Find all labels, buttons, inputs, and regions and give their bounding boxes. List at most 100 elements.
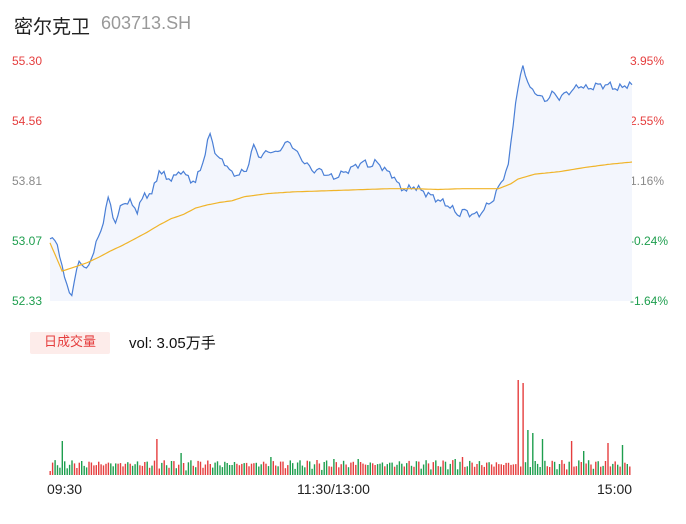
volume-bar: [323, 462, 325, 475]
volume-bar: [212, 467, 214, 475]
volume-bar: [182, 463, 185, 475]
volume-bar: [313, 464, 316, 475]
volume-bar: [231, 465, 233, 475]
volume-bar: [156, 439, 158, 475]
volume-bar: [209, 464, 211, 475]
volume-bar: [488, 462, 490, 475]
volume-bar: [442, 460, 444, 475]
volume-bar: [469, 460, 471, 475]
volume-bar: [292, 463, 294, 475]
volume-bar: [78, 462, 80, 475]
volume-bar: [512, 464, 515, 475]
volume-bar: [56, 465, 59, 475]
volume-bar: [427, 463, 430, 475]
volume-bar: [619, 466, 621, 475]
volume-bar: [296, 462, 299, 475]
volume-bar: [318, 463, 321, 475]
x-tick-close: 15:00: [597, 481, 633, 497]
volume-bar: [170, 461, 173, 475]
volume-bar: [534, 461, 536, 475]
volume-bar: [566, 469, 568, 475]
volume-bar: [301, 465, 304, 475]
volume-bar: [282, 461, 284, 475]
volume-bar: [131, 465, 134, 475]
volume-bar: [439, 466, 442, 475]
volume-bar: [357, 459, 359, 475]
volume-bar: [612, 463, 614, 475]
volume-bar: [224, 461, 226, 475]
volume-bar: [153, 460, 156, 475]
volume-bar: [124, 463, 127, 475]
volume-bar: [117, 463, 119, 475]
volume-bar: [233, 462, 236, 475]
volume-bar: [364, 464, 367, 475]
volume-bar: [207, 460, 209, 475]
stock-name: 密尔克卫: [14, 16, 91, 38]
price-axis-label: 52.33: [12, 294, 43, 308]
volume-bar: [614, 461, 616, 475]
volume-bar: [287, 465, 289, 475]
volume-bar: [238, 465, 241, 475]
volume-bar: [544, 460, 546, 475]
volume-bar: [168, 467, 170, 475]
volume-bar: [374, 465, 376, 475]
volume-bar: [325, 460, 328, 475]
volume-bar: [258, 466, 260, 475]
volume-bar: [549, 467, 551, 475]
volume-bar: [265, 463, 267, 475]
volume-bar: [119, 463, 122, 475]
volume-bar: [294, 468, 296, 475]
volume-bar: [609, 466, 612, 475]
volume-bar: [228, 465, 231, 475]
volume-bar: [529, 467, 531, 475]
volume-bar: [284, 468, 287, 475]
volume-bar: [335, 462, 337, 475]
pct-axis-label: 3.95%: [630, 54, 665, 68]
volume-bar: [299, 460, 301, 475]
volume-bar: [141, 465, 144, 475]
volume-bar: [486, 462, 488, 475]
volume-bar: [241, 463, 243, 475]
volume-bar: [146, 461, 148, 475]
volume-bar: [617, 464, 619, 475]
volume-bar: [253, 463, 255, 475]
volume-bar: [355, 464, 357, 475]
volume-bar: [597, 461, 599, 475]
x-tick-open: 09:30: [47, 481, 83, 497]
volume-bar: [459, 461, 461, 475]
volume-bar: [556, 469, 558, 475]
volume-bar: [250, 463, 253, 475]
volume-bar: [216, 461, 219, 475]
volume-bar: [270, 457, 272, 475]
price-area: [50, 65, 632, 301]
x-tick-midday: 11:30/13:00: [297, 481, 370, 497]
volume-bar: [66, 468, 68, 475]
volume-bar: [590, 464, 592, 475]
volume-bar: [510, 464, 512, 475]
volume-bar: [338, 467, 340, 475]
volume-bar: [311, 468, 313, 475]
price-axis-label: 54.56: [12, 114, 43, 128]
price-axis-label: 55.30: [12, 54, 43, 68]
volume-bar: [330, 466, 333, 475]
avg-price-line: [49, 161, 633, 272]
volume-bar: [389, 462, 391, 475]
volume-bar: [563, 463, 565, 475]
volume-bar: [352, 461, 354, 475]
volume-bar: [321, 469, 323, 475]
volume-bar: [580, 462, 582, 475]
volume-bar: [158, 468, 160, 475]
volume-bar: [478, 461, 481, 475]
volume-bar: [546, 466, 548, 475]
volume-bar: [110, 463, 112, 475]
volume-bar: [243, 463, 245, 475]
volume-bar: [401, 463, 403, 475]
volume-bar: [248, 466, 250, 475]
volume-bar: [505, 462, 507, 475]
volume-bar: [384, 466, 386, 475]
volume-bar: [134, 464, 136, 475]
volume-bar: [372, 463, 374, 475]
volume-bar: [532, 433, 534, 475]
volume-bar: [602, 465, 604, 475]
